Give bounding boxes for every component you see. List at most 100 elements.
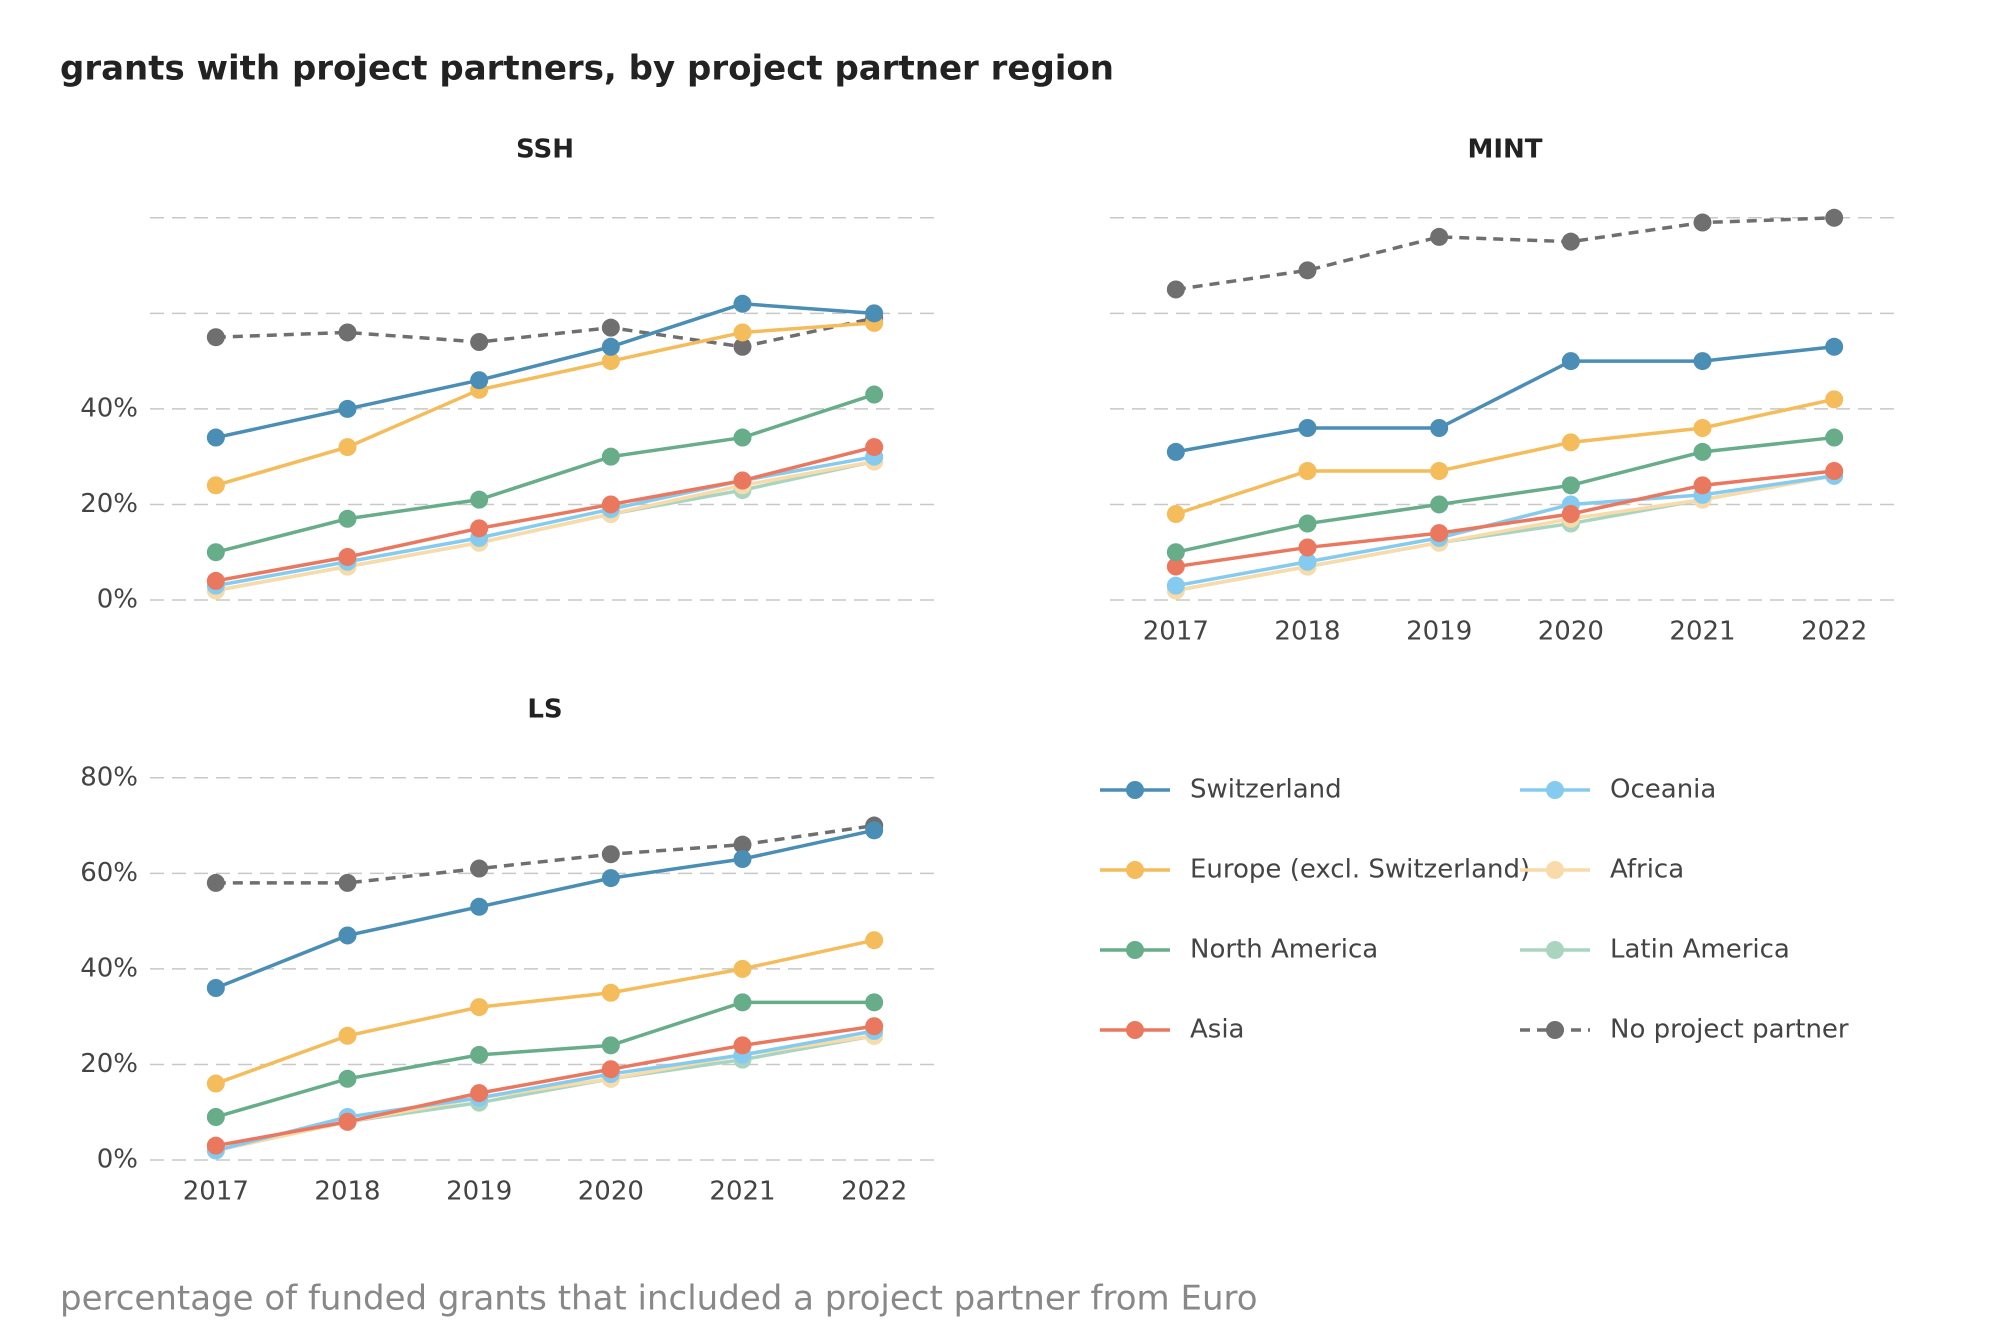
data-point — [470, 371, 489, 390]
x-tick-label: 2020 — [1538, 617, 1604, 647]
data-point — [1693, 476, 1712, 495]
data-point — [733, 835, 752, 854]
data-point — [206, 543, 225, 562]
data-point — [1561, 476, 1580, 495]
panel-title: MINT — [1467, 135, 1542, 165]
data-point — [338, 438, 357, 457]
data-point — [1166, 442, 1185, 461]
data-point — [865, 304, 884, 323]
data-point — [338, 1069, 357, 1088]
data-point — [1166, 543, 1185, 562]
series-line — [215, 316, 875, 349]
chart-title: grants with project partners, by project… — [60, 49, 1114, 89]
data-point — [1430, 462, 1449, 480]
legend-label: No project partner — [1610, 1015, 1849, 1045]
data-point — [1166, 576, 1185, 595]
data-point — [338, 926, 357, 945]
data-point — [601, 845, 620, 864]
data-point — [865, 385, 884, 404]
x-tick-label: 2019 — [446, 1177, 512, 1207]
series-line — [215, 828, 875, 990]
series-line — [215, 302, 875, 440]
data-point — [470, 1084, 489, 1103]
data-point — [733, 323, 752, 342]
data-point — [206, 1108, 225, 1126]
legend-marker — [1126, 1021, 1144, 1039]
data-point — [1430, 524, 1449, 543]
data-point — [1561, 232, 1580, 251]
x-tick-label: 2022 — [841, 1177, 907, 1207]
data-point — [1430, 227, 1449, 246]
x-tick-label: 2017 — [1143, 617, 1209, 647]
data-point — [206, 979, 225, 997]
data-point — [1166, 557, 1185, 576]
legend-marker — [1546, 941, 1564, 959]
data-point — [206, 328, 225, 347]
series-line — [215, 1024, 875, 1148]
series-line — [1175, 469, 1835, 569]
data-point — [1825, 337, 1844, 356]
x-tick-label: 2018 — [1274, 617, 1340, 647]
legend-label: Asia — [1190, 1015, 1245, 1045]
series-line — [215, 321, 875, 488]
legend-marker — [1126, 941, 1144, 959]
data-point — [470, 490, 489, 509]
x-tick-label: 2021 — [1669, 617, 1735, 647]
legend-marker — [1126, 781, 1144, 799]
legend-label: Africa — [1610, 855, 1684, 885]
series-line — [215, 938, 875, 1086]
data-point — [1693, 352, 1712, 371]
data-point — [1693, 442, 1712, 461]
data-point — [601, 352, 620, 371]
data-point — [1298, 538, 1317, 557]
data-point — [1166, 280, 1185, 299]
data-point — [338, 1026, 357, 1045]
data-point — [601, 1060, 620, 1079]
data-point — [338, 323, 357, 342]
y-tick-label: 40% — [80, 953, 138, 983]
data-point — [601, 1036, 620, 1055]
data-point — [865, 821, 884, 840]
data-point — [733, 850, 752, 868]
data-point — [1561, 505, 1580, 523]
data-point — [733, 471, 752, 490]
series-line — [1175, 435, 1835, 554]
x-tick-label: 2022 — [1801, 617, 1867, 647]
data-point — [1298, 552, 1317, 571]
x-tick-label: 2021 — [709, 1177, 775, 1207]
x-tick-label: 2020 — [578, 1177, 644, 1207]
y-tick-label: 0% — [97, 585, 138, 615]
series-line — [215, 1000, 875, 1119]
series-line — [1175, 345, 1835, 454]
data-point — [733, 337, 752, 356]
y-tick-label: 60% — [80, 858, 138, 888]
series-line — [215, 392, 875, 554]
series-line — [215, 1029, 875, 1153]
body-text: percentage of funded grants that include… — [60, 1279, 1258, 1319]
data-point — [470, 1045, 489, 1064]
data-point — [206, 873, 225, 892]
data-point — [733, 1036, 752, 1055]
legend-marker — [1126, 861, 1144, 879]
legend-marker — [1546, 861, 1564, 879]
data-point — [206, 476, 225, 495]
data-point — [601, 318, 620, 337]
series-line — [1175, 474, 1835, 588]
data-point — [865, 993, 884, 1012]
data-point — [865, 931, 884, 950]
x-tick-label: 2019 — [1406, 617, 1472, 647]
series-line — [1175, 397, 1835, 516]
data-point — [1825, 390, 1844, 409]
data-point — [1430, 419, 1449, 437]
data-point — [601, 983, 620, 1002]
y-tick-label: 20% — [80, 1049, 138, 1079]
data-point — [733, 428, 752, 447]
data-point — [733, 294, 752, 313]
data-point — [338, 1112, 357, 1131]
data-point — [1298, 261, 1317, 280]
series-line — [215, 459, 875, 593]
data-point — [1298, 462, 1317, 480]
y-tick-label: 40% — [80, 393, 138, 423]
